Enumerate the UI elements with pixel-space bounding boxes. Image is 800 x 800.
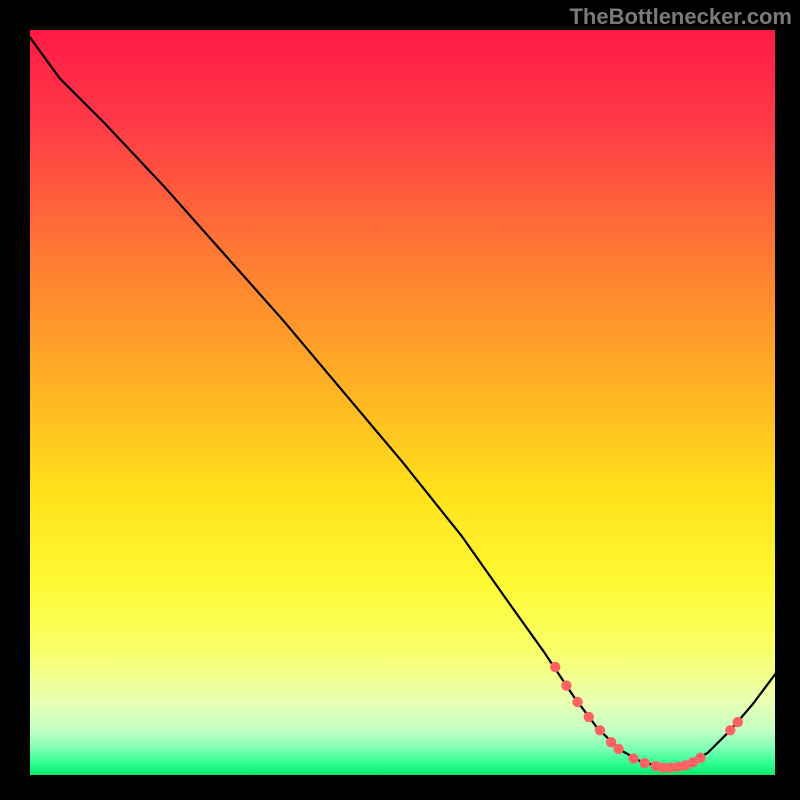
marker-point xyxy=(613,744,623,754)
marker-point xyxy=(628,753,638,763)
marker-point xyxy=(550,662,560,672)
marker-point xyxy=(572,697,582,707)
marker-point xyxy=(639,758,649,768)
marker-point xyxy=(561,680,571,690)
chart-svg xyxy=(0,0,800,800)
marker-point xyxy=(733,717,743,727)
marker-point xyxy=(584,712,594,722)
plot-background xyxy=(30,30,775,775)
attribution-text: TheBottlenecker.com xyxy=(569,4,792,30)
canvas: TheBottlenecker.com xyxy=(0,0,800,800)
marker-point xyxy=(695,753,705,763)
marker-point xyxy=(725,725,735,735)
marker-point xyxy=(595,725,605,735)
